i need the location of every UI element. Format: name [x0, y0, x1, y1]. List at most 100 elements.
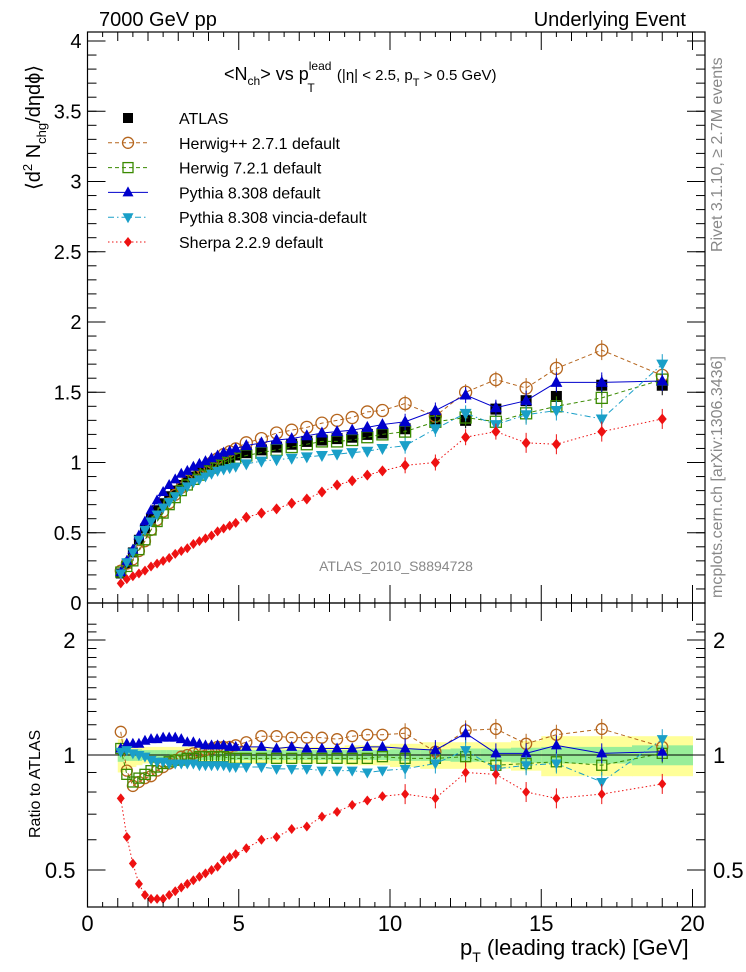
ratio-point-sherpa-2-2-9-default — [597, 789, 606, 800]
ratio-point-sherpa-2-2-9-default — [147, 893, 156, 904]
data-point-pythia-8-308-default — [489, 401, 502, 413]
data-point-pythia-8-308-default — [230, 442, 242, 453]
ratio-y-tick-label-left: 0.5 — [45, 858, 76, 883]
data-point-pythia-8-308-default — [315, 426, 328, 438]
ratio-point-pythia-8-308-default — [271, 742, 283, 753]
ratio-point-sherpa-2-2-9-default — [153, 893, 162, 904]
data-point-sherpa-2-2-9-default — [177, 546, 186, 557]
ratio-point-pythia-8-308-default — [301, 742, 313, 753]
ratio-point-pythia-8-308-vincia-default — [316, 766, 328, 777]
data-point-pythia-8-308-default — [550, 375, 563, 387]
data-point-pythia-8-308-default — [169, 473, 181, 484]
ratio-point-pythia-8-308-default — [346, 742, 358, 753]
ratio-point-herwig-7-2-1-default — [361, 752, 373, 765]
ratio-point-pythia-8-308-default — [520, 747, 532, 758]
data-point-pythia-8-308-default — [331, 425, 344, 437]
data-point-sherpa-2-2-9-default — [213, 526, 222, 537]
data-point-pythia-8-308-default — [346, 423, 359, 435]
ratio-point-pythia-8-308-default — [361, 740, 373, 751]
ratio-point-herwig-7-2-1-default — [376, 751, 389, 763]
ratio-point-sherpa-2-2-9-default — [171, 886, 180, 897]
data-point-pythia-8-308-default — [193, 457, 205, 468]
data-point-sherpa-2-2-9-default — [657, 413, 667, 425]
data-point-atlas — [152, 505, 163, 516]
data-point-pythia-8-308-vincia-default — [175, 486, 187, 497]
ratio-point-herwig-2-7-1-default — [376, 728, 389, 741]
data-point-pythia-8-308-default — [399, 415, 412, 427]
data-point-pythia-8-308-vincia-default — [157, 503, 169, 514]
data-point-atlas — [346, 431, 358, 443]
data-point-pythia-8-308-default — [151, 494, 163, 505]
data-point-pythia-8-308-vincia-default — [595, 414, 608, 426]
ratio-point-sherpa-2-2-9-default — [122, 832, 131, 843]
data-point-sherpa-2-2-9-default — [183, 543, 192, 554]
data-point-herwig-2-7-1-default — [345, 410, 359, 425]
data-point-atlas — [271, 441, 283, 453]
data-point-pythia-8-308-vincia-default — [145, 517, 157, 528]
data-point-pythia-8-308-default — [175, 467, 187, 478]
data-point-pythia-8-308-vincia-default — [230, 462, 242, 473]
x-tick-label: 10 — [378, 911, 402, 936]
x-tick-label: 15 — [529, 911, 553, 936]
ratio-point-pythia-8-308-default — [255, 740, 267, 751]
ratio-point-sherpa-2-2-9-default — [165, 890, 174, 901]
ratio-point-pythia-8-308-vincia-default — [271, 764, 283, 775]
data-point-sherpa-2-2-9-default — [201, 533, 210, 544]
ratio-point-herwig-2-7-1-default — [489, 722, 503, 736]
ratio-point-pythia-8-308-default — [193, 737, 205, 748]
ratio-point-pythia-8-308-vincia-default — [230, 763, 242, 774]
ratio-point-sherpa-2-2-9-default — [159, 893, 168, 904]
data-point-sherpa-2-2-9-default — [377, 465, 387, 477]
ratio-point-herwig-7-2-1-default — [301, 752, 313, 765]
ratio-point-herwig-7-2-1-default — [127, 776, 139, 788]
ratio-y-tick-label-left: 1 — [63, 743, 75, 768]
data-point-atlas — [188, 471, 199, 482]
data-point-sherpa-2-2-9-default — [521, 437, 531, 449]
data-point-herwig-2-7-1-default — [398, 396, 412, 411]
data-point-pythia-8-308-vincia-default — [121, 558, 133, 569]
ratio-y-axis-label: Ratio to ATLAS — [27, 730, 44, 838]
ratio-line-sherpa-2-2-9-default — [120, 771, 663, 900]
ratio-y-tick-label-right: 0.5 — [713, 858, 744, 883]
data-point-atlas — [170, 485, 181, 496]
legend-marker-herwig-7-2-1-default — [122, 161, 134, 174]
data-point-sherpa-2-2-9-default — [147, 561, 156, 572]
data-point-sherpa-2-2-9-default — [116, 578, 125, 589]
data-point-pythia-8-308-vincia-default — [139, 525, 151, 536]
data-point-pythia-8-308-vincia-default — [376, 443, 389, 455]
data-point-atlas — [286, 438, 298, 450]
ratio-point-sherpa-2-2-9-default — [257, 834, 266, 845]
data-point-sherpa-2-2-9-default — [171, 548, 180, 559]
data-point-pythia-8-308-default — [300, 429, 313, 441]
data-point-pythia-8-308-vincia-default — [399, 441, 412, 453]
ratio-point-pythia-8-308-default — [175, 733, 187, 744]
ratio-point-herwig-2-7-1-default — [270, 730, 283, 743]
data-point-sherpa-2-2-9-default — [302, 493, 312, 505]
ratio-point-herwig-2-7-1-default — [346, 730, 359, 743]
data-point-pythia-8-308-default — [163, 478, 175, 489]
data-point-pythia-8-308-default — [224, 445, 236, 456]
ratio-point-herwig-7-2-1-default — [316, 752, 328, 765]
ratio-y-tick-label-right: 2 — [713, 628, 725, 653]
data-point-pythia-8-308-default — [212, 449, 224, 460]
ratio-point-sherpa-2-2-9-default — [242, 843, 251, 854]
data-point-pythia-8-308-vincia-default — [151, 510, 163, 521]
data-point-pythia-8-308-vincia-default — [199, 472, 211, 483]
ratio-point-pythia-8-308-vincia-default — [331, 766, 343, 777]
legend-marker-sherpa-2-2-9-default — [124, 237, 132, 247]
data-point-sherpa-2-2-9-default — [134, 568, 143, 579]
ratio-y-tick-label-right: 1 — [713, 743, 725, 768]
y-tick-label: 1.5 — [54, 382, 82, 404]
ratio-point-sherpa-2-2-9-default — [522, 787, 531, 798]
data-point-atlas — [230, 450, 241, 461]
ratio-point-pythia-8-308-vincia-default — [240, 763, 252, 774]
ratio-point-sherpa-2-2-9-default — [134, 878, 143, 889]
data-point-sherpa-2-2-9-default — [256, 507, 266, 519]
data-point-sherpa-2-2-9-default — [272, 503, 282, 515]
legend-label-atlas: ATLAS — [179, 111, 229, 128]
data-point-pythia-8-308-vincia-default — [429, 424, 442, 436]
data-point-pythia-8-308-default — [520, 394, 533, 406]
header-right: Underlying Event — [534, 9, 687, 31]
ratio-point-pythia-8-308-vincia-default — [255, 763, 267, 774]
series-line-herwig-2-7-1-default — [120, 349, 663, 572]
